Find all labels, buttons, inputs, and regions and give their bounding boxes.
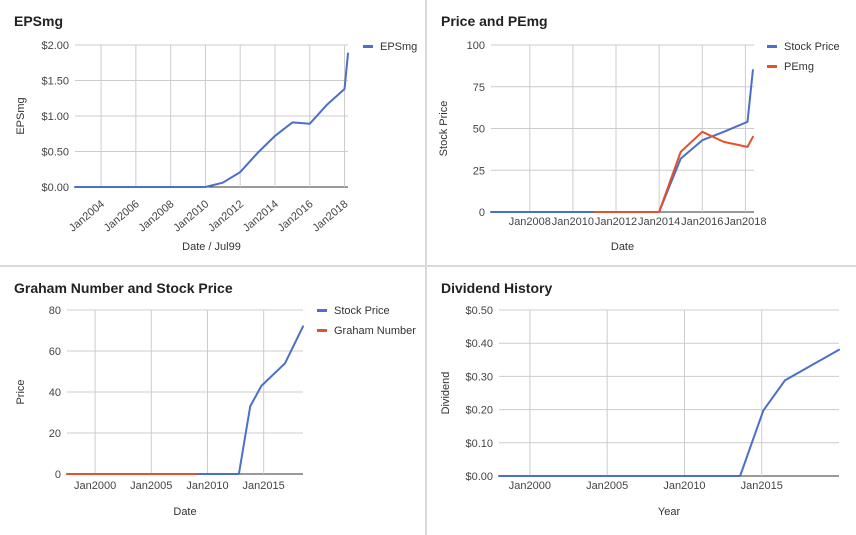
chart-panel-graham-number: 0 20 40 60 80 Jan2000 Jan2005 Jan2010 Jan2015 Dat…: [0, 267, 425, 535]
legend-label: Graham Number: [334, 325, 416, 337]
x-axis-label: Date / Jul99: [182, 241, 241, 253]
x-tick-label: Jan2000: [74, 480, 116, 492]
legend-label: Stock Price: [784, 41, 840, 53]
x-tick-label: Jan2005: [586, 480, 628, 492]
x-axis-label: Date: [173, 506, 196, 518]
series-line-epsmg: [74, 52, 349, 188]
x-tick-label: Jan2010: [552, 216, 594, 228]
chart-panel-price-pemg: 0 25 50 75 100 Jan2008 Jan2010 Jan2012 Jan2014 Ja…: [427, 0, 856, 265]
y-axis-label: Price: [15, 379, 27, 404]
x-tick-label: Jan2018: [724, 216, 766, 228]
x-tick-label: Jan2010: [186, 480, 228, 492]
y-tick-label: $0.50: [465, 305, 493, 317]
y-tick-label: $0.50: [41, 147, 69, 159]
legend-label: EPSmg: [380, 41, 417, 53]
y-tick-label: $1.00: [41, 111, 69, 123]
y-tick-label: 25: [473, 165, 485, 177]
y-tick-label: $0.10: [465, 438, 493, 450]
x-tick-label: Jan2005: [130, 480, 172, 492]
x-tick-label: Jan2008: [509, 216, 551, 228]
x-tick-label: Jan2006: [102, 198, 142, 234]
x-tick-label: Jan2010: [171, 198, 211, 234]
x-tick-label: Jan2014: [241, 198, 281, 234]
x-tick-label: Jan2000: [509, 480, 551, 492]
x-tick-label: Jan2015: [741, 480, 783, 492]
chart-dividend-history-svg: $0.00 $0.10 $0.20 $0.30 $0.40 $0.50 Jan2000 Jan…: [440, 305, 840, 518]
y-tick-label: $0.00: [41, 182, 69, 194]
chart-graham-number-svg: 0 20 40 60 80 Jan2000 Jan2005 Jan2010 Jan2015 Dat…: [15, 305, 416, 518]
panel-divider-horizontal: [0, 265, 856, 267]
chart-title: EPSmg: [14, 13, 64, 29]
x-tick-label: Jan2018: [310, 198, 350, 234]
y-tick-label: 40: [49, 387, 61, 399]
legend-swatch: [317, 329, 327, 332]
y-tick-label: $0.40: [465, 338, 493, 350]
legend-label: Stock Price: [334, 305, 390, 317]
y-tick-label: 75: [473, 82, 485, 94]
x-axis-label: Year: [658, 506, 681, 518]
y-tick-label: $0.20: [465, 405, 493, 417]
y-tick-label: 0: [55, 469, 61, 481]
legend-label: PEmg: [784, 61, 814, 73]
x-tick-label: Jan2014: [638, 216, 680, 228]
y-axis-label: EPSmg: [15, 97, 27, 134]
y-tick-label: $0.30: [465, 371, 493, 383]
y-axis-label: Stock Price: [438, 101, 450, 157]
y-tick-label: 100: [467, 40, 485, 52]
series-line-pemg: [593, 130, 754, 213]
legend-swatch: [767, 45, 777, 48]
y-tick-label: $0.00: [465, 471, 493, 483]
legend-swatch: [317, 309, 327, 312]
series-line-stock-price: [66, 325, 304, 475]
x-tick-label: Jan2015: [243, 480, 285, 492]
chart-panel-epsmg: $0.00 $0.50 $1.00 $1.50 $2.00 Jan2004 Jan2006 J…: [0, 0, 425, 265]
chart-title: Price and PEmg: [441, 13, 548, 29]
x-tick-label: Jan2012: [595, 216, 637, 228]
chart-title: Dividend History: [441, 280, 553, 296]
y-tick-label: 60: [49, 346, 61, 358]
y-tick-label: $1.50: [41, 76, 69, 88]
legend-swatch: [767, 65, 777, 68]
y-tick-label: 50: [473, 124, 485, 136]
chart-epsmg-svg: $0.00$0.50$1.00$1.50$2.00Jan2004Jan2006J…: [15, 40, 417, 253]
y-tick-label: 80: [49, 305, 61, 317]
x-tick-label: Jan2012: [206, 198, 246, 234]
y-tick-label: 20: [49, 428, 61, 440]
x-axis-label: Date: [611, 241, 634, 253]
y-axis-label: Dividend: [440, 372, 452, 415]
y-tick-label: $2.00: [41, 40, 69, 52]
panel-divider-vertical: [425, 0, 427, 535]
series-line-data: [498, 348, 840, 477]
chart-panel-dividend-history: $0.00 $0.10 $0.20 $0.30 $0.40 $0.50 Jan2000 Jan…: [427, 267, 856, 535]
x-tick-label: Jan2004: [67, 198, 107, 234]
x-tick-label: Jan2016: [681, 216, 723, 228]
chart-title: Graham Number and Stock Price: [14, 280, 233, 296]
y-tick-label: 0: [479, 207, 485, 219]
x-tick-label: Jan2008: [137, 198, 177, 234]
x-tick-label: Jan2010: [663, 480, 705, 492]
legend-swatch: [363, 45, 373, 48]
x-tick-label: Jan2016: [276, 198, 316, 234]
